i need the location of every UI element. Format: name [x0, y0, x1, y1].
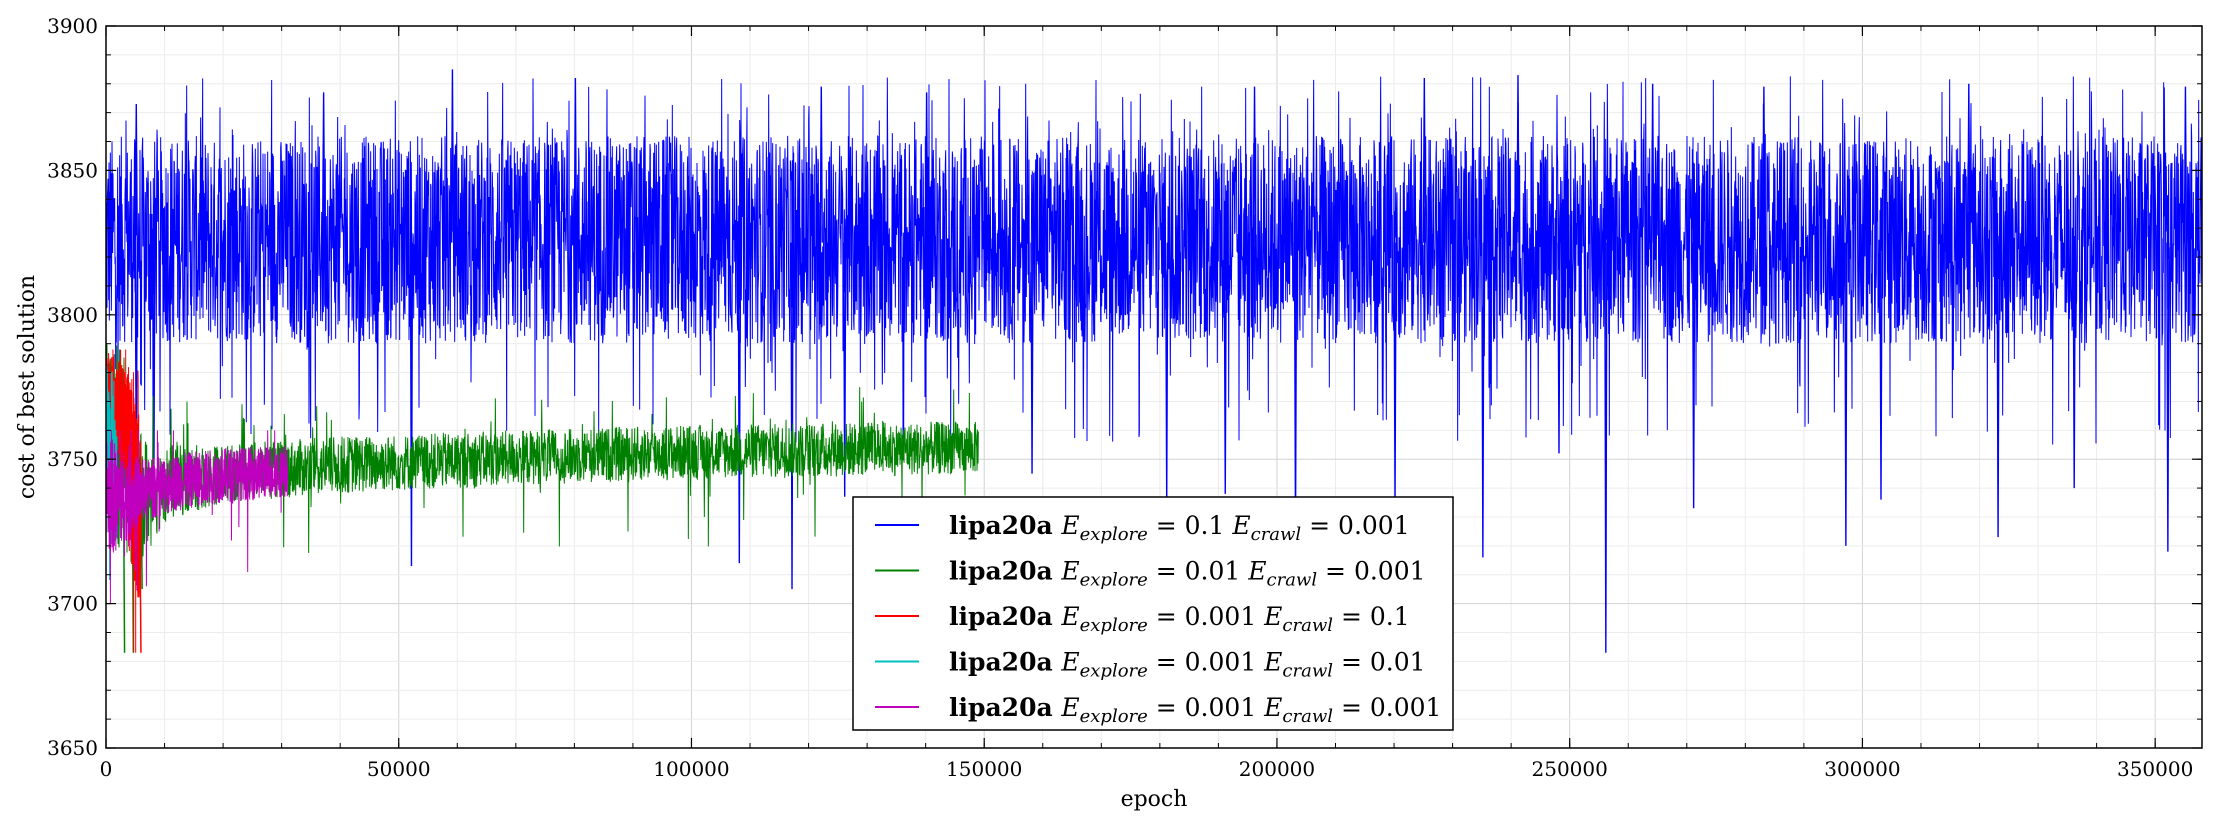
series-spikes: [140, 531, 141, 652]
y-axis-title: cost of best solution: [15, 275, 40, 499]
legend-label: lipa20a Eexplore = 0.001 Ecrawl = 0.001: [949, 693, 1441, 727]
x-tick-label: 250000: [1532, 757, 1608, 781]
legend-entry: lipa20a Eexplore = 0.001 Ecrawl = 0.001: [875, 693, 1441, 727]
y-tick-label: 3800: [47, 303, 98, 327]
y-tick-label: 3750: [47, 447, 98, 471]
x-axis-title: epoch: [1121, 787, 1188, 812]
y-tick-label: 3650: [47, 736, 98, 760]
series-line-explore-0.01: [106, 344, 978, 652]
legend-label: lipa20a Eexplore = 0.01 Ecrawl = 0.001: [949, 557, 1426, 591]
x-tick-label: 0: [100, 757, 113, 781]
y-tick-label: 3850: [47, 158, 98, 182]
x-tick-label: 150000: [946, 757, 1022, 781]
x-tick-label: 100000: [653, 757, 729, 781]
legend-label: lipa20a Eexplore = 0.1 Ecrawl = 0.001: [949, 511, 1410, 545]
x-tick-label: 300000: [1824, 757, 1900, 781]
y-tick-label: 3700: [47, 592, 98, 616]
x-tick-label: 350000: [2117, 757, 2193, 781]
series-noise: [106, 76, 2202, 444]
x-tick-label: 50000: [367, 757, 431, 781]
legend-label: lipa20a Eexplore = 0.001 Ecrawl = 0.01: [949, 648, 1426, 682]
x-tick-label: 200000: [1239, 757, 1315, 781]
legend-entry: lipa20a Eexplore = 0.01 Ecrawl = 0.001: [875, 557, 1426, 591]
legend: lipa20a Eexplore = 0.1 Ecrawl = 0.001 lip…: [853, 497, 1453, 730]
legend-label: lipa20a Eexplore = 0.001 Ecrawl = 0.1: [949, 602, 1410, 636]
legend-entry: lipa20a Eexplore = 0.001 Ecrawl = 0.01: [875, 648, 1426, 682]
y-tick-label: 3900: [47, 14, 98, 38]
